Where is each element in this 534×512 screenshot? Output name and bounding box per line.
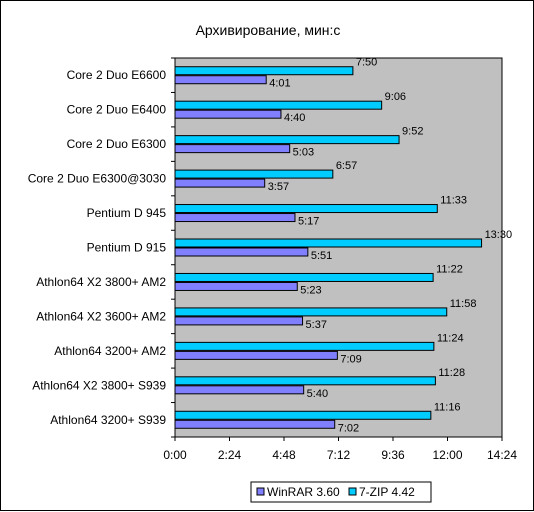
bar-7zip	[174, 307, 448, 317]
category-label: Athlon64 X2 3800+ S939	[32, 378, 166, 392]
bar-7zip	[174, 341, 435, 351]
legend-label-7zip: 7-ZIP 4.42	[359, 485, 415, 499]
data-label-7zip: 11:22	[436, 263, 463, 275]
bar-winrar	[174, 213, 296, 223]
bar-7zip	[174, 272, 434, 282]
data-label-7zip: 6:57	[336, 160, 357, 172]
chart-title: Архивирование, мин:с	[196, 22, 341, 38]
data-label-winrar: 5:17	[298, 216, 319, 228]
category-label: Pentium D 915	[87, 241, 167, 255]
data-label-7zip: 11:33	[440, 195, 467, 207]
data-label-winrar: 7:02	[338, 422, 359, 434]
legend-box	[250, 481, 432, 503]
data-label-winrar: 3:57	[268, 181, 289, 193]
bar-7zip	[174, 66, 354, 76]
data-label-7zip: 9:06	[385, 91, 406, 103]
bar-7zip	[174, 376, 436, 386]
bar-winrar	[174, 385, 305, 395]
bar-winrar	[174, 247, 309, 257]
bar-winrar	[174, 109, 282, 119]
bar-winrar	[174, 281, 298, 291]
data-label-winrar: 5:23	[300, 284, 321, 296]
data-label-winrar: 5:51	[311, 250, 332, 262]
x-tick-label: 9:36	[381, 448, 405, 462]
x-tick-label: 0:00	[163, 448, 187, 462]
data-label-7zip: 13:30	[485, 229, 513, 241]
category-label: Athlon64 X2 3800+ AM2	[36, 275, 166, 289]
category-label: Core 2 Duo E6300@3030	[28, 172, 167, 186]
bar-winrar	[174, 316, 304, 326]
data-label-winrar: 5:40	[307, 388, 328, 400]
legend-label-winrar: WinRAR 3.60	[267, 485, 340, 499]
category-label: Core 2 Duo E6600	[67, 68, 167, 82]
x-tick-label: 4:48	[272, 448, 296, 462]
axis-layer: Core 2 Duo E6600 Core 2 Duo E6400 Core 2 D…	[28, 57, 517, 462]
data-label-winrar: 4:40	[284, 112, 305, 124]
x-tick-label: 12:00	[432, 448, 462, 462]
x-tick-label: 2:24	[218, 448, 242, 462]
data-label-winrar: 5:03	[293, 147, 314, 159]
data-label-7zip: 7:50	[356, 57, 377, 69]
bar-7zip	[174, 238, 483, 248]
data-label-7zip: 11:58	[450, 298, 477, 310]
data-label-winrar: 7:09	[340, 353, 361, 365]
data-label-7zip: 11:16	[434, 401, 461, 413]
x-tick-label: 7:12	[327, 448, 351, 462]
bar-winrar	[174, 419, 336, 429]
category-label: Athlon64 X2 3600+ AM2	[36, 309, 166, 323]
data-label-7zip: 11:28	[438, 367, 465, 379]
bar-7zip	[174, 100, 383, 110]
bar-7zip	[174, 410, 432, 420]
category-label: Athlon64 3200+ S939	[50, 413, 166, 427]
bars-layer: 7:50 4:01 9:06 4:40 9:52 5:03 6:57 3:57 11:33 5:1…	[174, 57, 513, 434]
data-label-winrar: 4:01	[269, 78, 290, 90]
legend-swatch-7zip	[348, 487, 357, 496]
bar-winrar	[174, 178, 266, 188]
bar-7zip	[174, 135, 400, 145]
bar-winrar	[174, 144, 291, 154]
legend: WinRAR 3.60 7-ZIP 4.42	[250, 481, 432, 503]
bar-winrar	[174, 75, 267, 85]
data-label-winrar: 5:37	[306, 319, 327, 331]
bar-winrar	[174, 350, 338, 360]
legend-swatch-winrar	[256, 487, 265, 496]
category-label: Core 2 Duo E6300	[67, 137, 167, 151]
data-label-7zip: 11:24	[437, 332, 464, 344]
category-label: Athlon64 3200+ AM2	[54, 344, 166, 358]
bar-7zip	[174, 204, 438, 214]
category-label: Pentium D 945	[87, 206, 167, 220]
data-label-7zip: 9:52	[402, 126, 423, 138]
category-label: Core 2 Duo E6400	[67, 103, 167, 117]
x-tick-label: 14:24	[487, 448, 517, 462]
bar-7zip	[174, 169, 334, 179]
